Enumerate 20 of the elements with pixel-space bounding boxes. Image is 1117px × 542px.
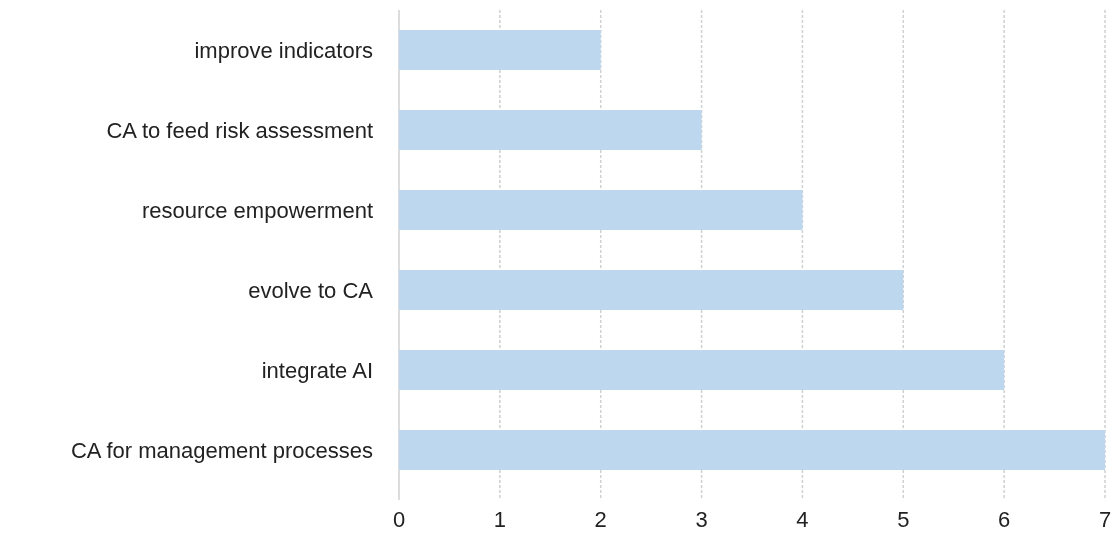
y-tick-label: resource empowerment (141, 197, 373, 223)
x-tick-label: 4 (796, 507, 809, 532)
x-tick-label: 7 (1098, 507, 1112, 532)
bar (399, 270, 904, 310)
x-tick-label: 2 (594, 507, 607, 532)
y-tick-label: CA for management processes (70, 437, 373, 463)
x-tick-label: 0 (392, 507, 406, 532)
y-tick-label: integrate AI (261, 357, 373, 383)
y-tick-label: CA to feed risk assessment (106, 117, 373, 143)
bar (399, 430, 1105, 470)
bar (399, 350, 1005, 390)
bar (399, 110, 702, 150)
bar (399, 30, 601, 70)
x-tick-label: 6 (998, 507, 1011, 532)
bar (399, 190, 803, 230)
x-tick-label: 5 (897, 507, 910, 532)
x-tick-label: 3 (695, 507, 708, 532)
y-tick-label: improve indicators (194, 37, 373, 63)
x-tick-label: 1 (493, 507, 506, 532)
y-tick-label: evolve to CA (248, 277, 374, 303)
